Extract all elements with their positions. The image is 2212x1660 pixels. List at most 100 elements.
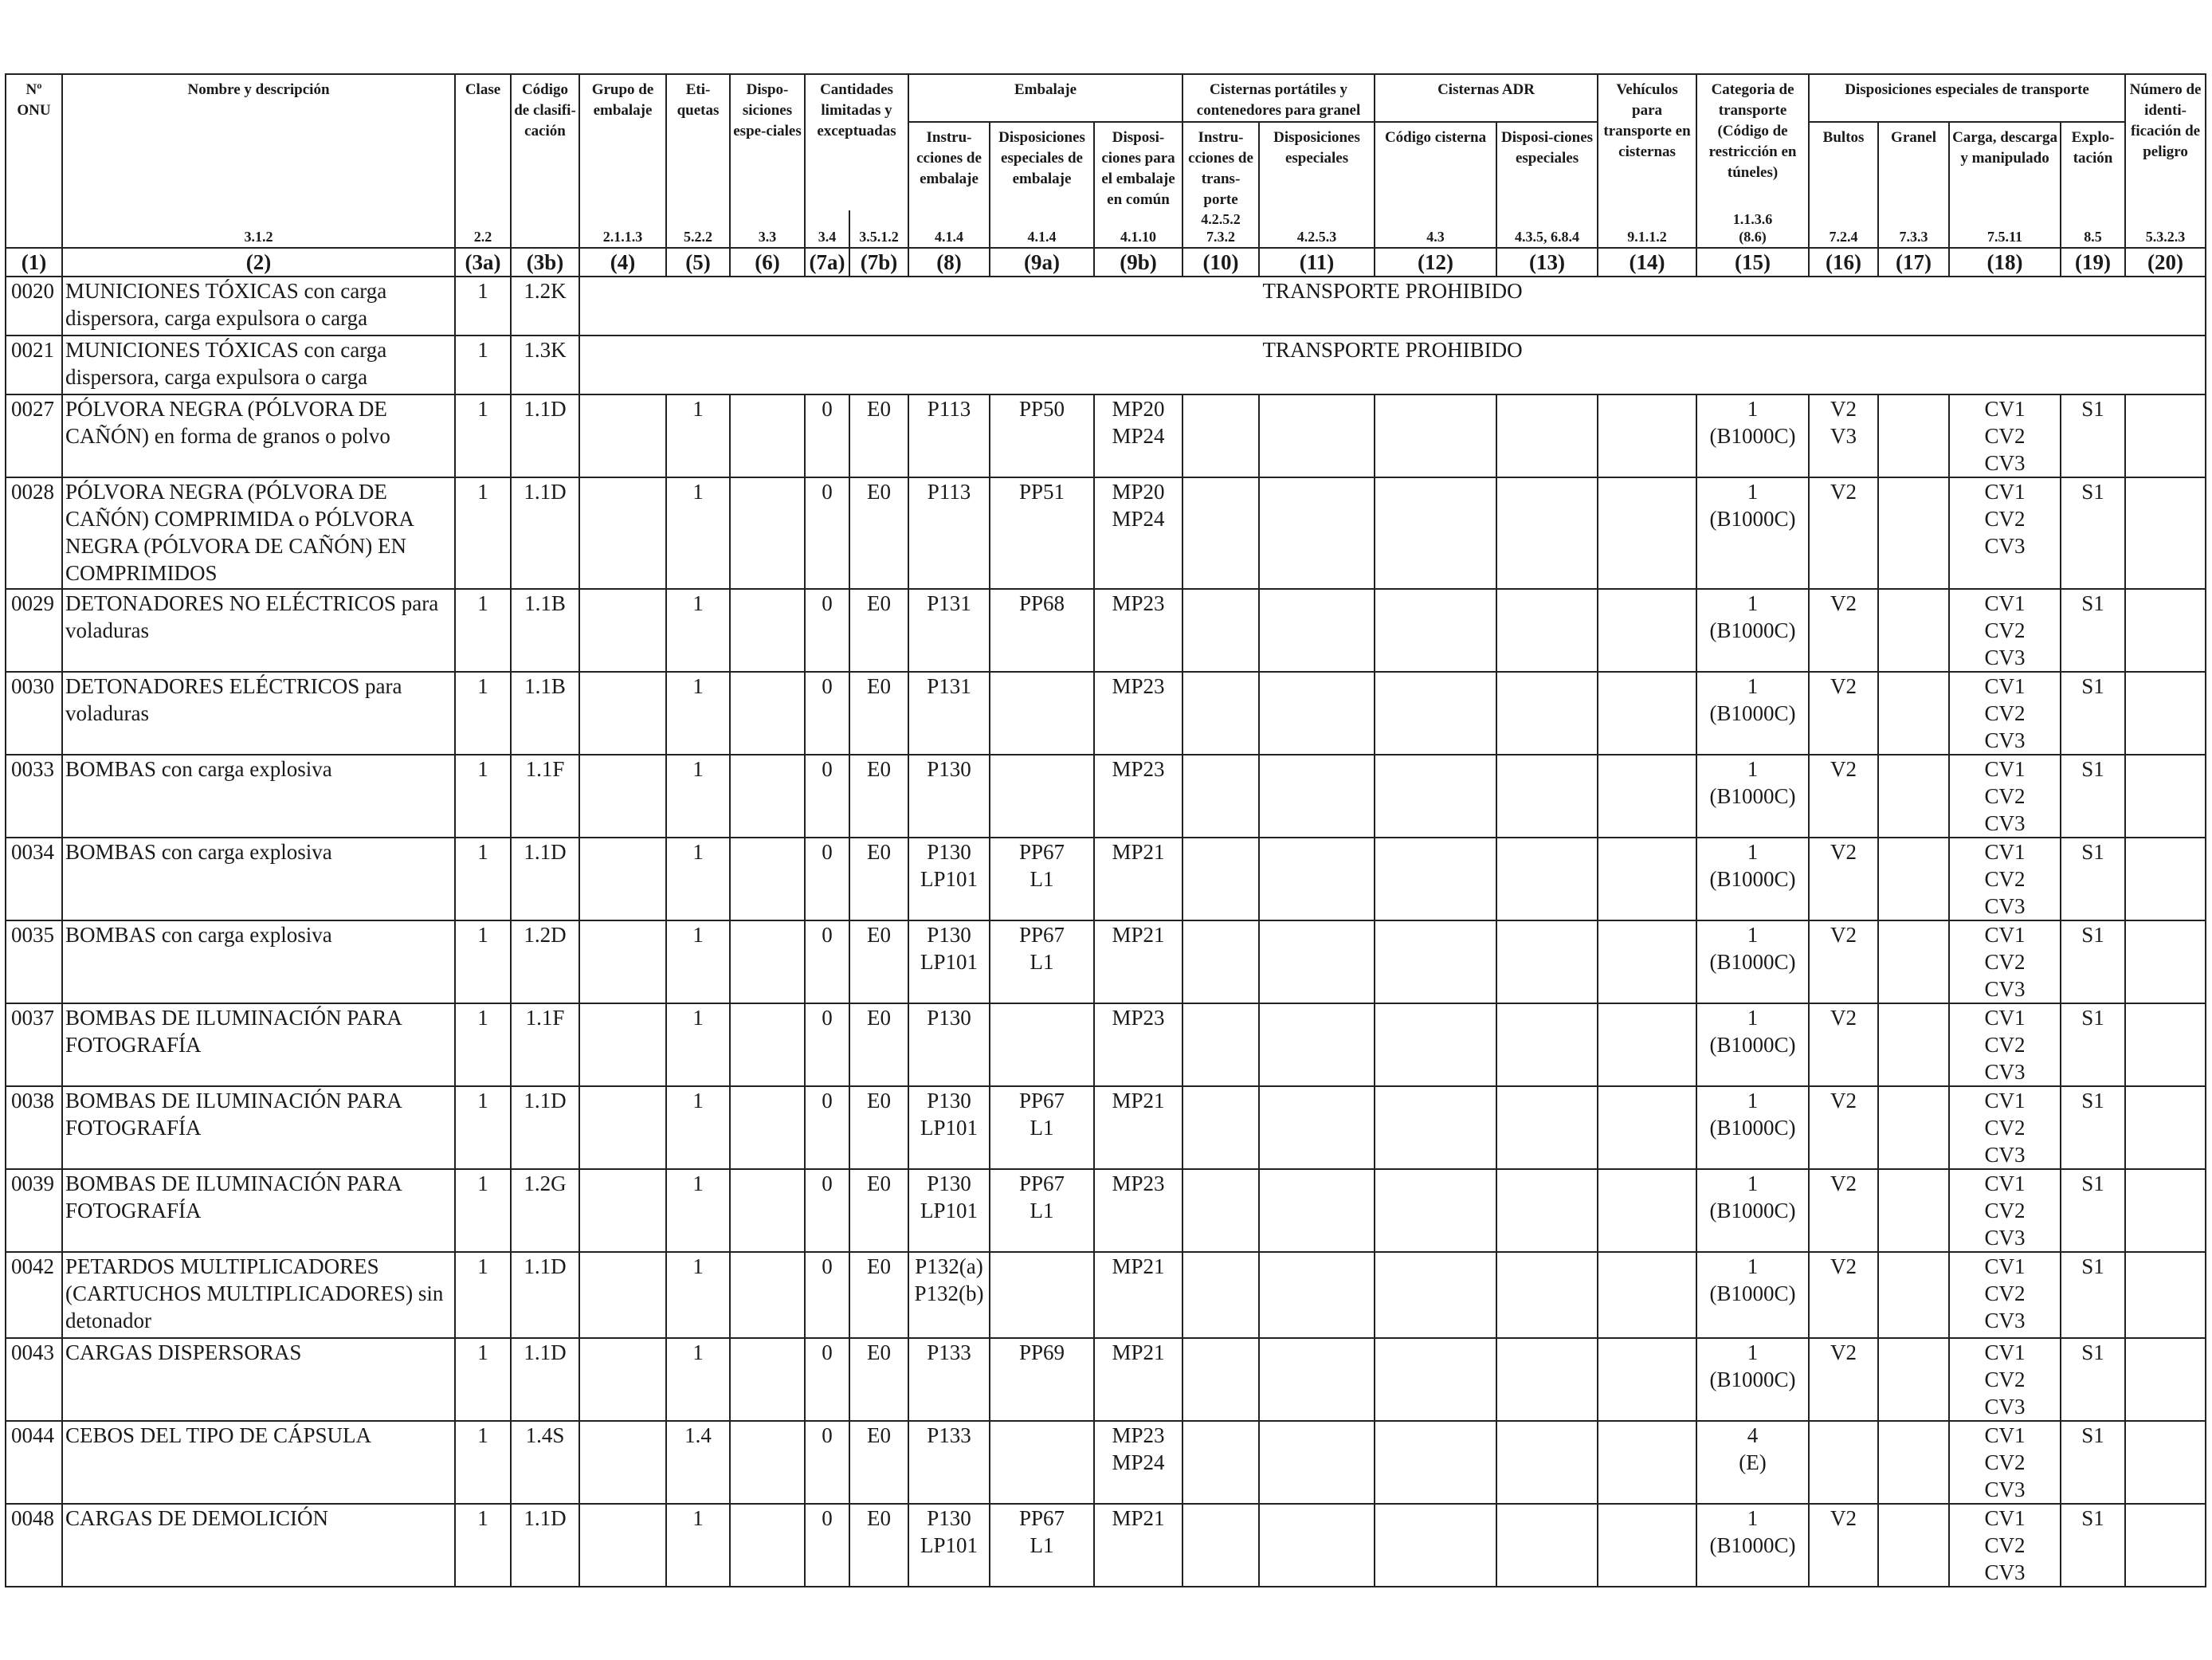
cell-c7b: E0	[849, 671, 909, 755]
cell-c19: S1	[2060, 477, 2127, 590]
clase-cell: 1	[454, 1420, 512, 1505]
table-row: 0048 CARGAS DE DEMOLICIÓN 1 1.1D 1 0 E0 P130 LP…	[5, 1503, 2207, 1587]
cell-c17	[1877, 1168, 1951, 1253]
codigo-cell: 1.1B	[510, 671, 580, 755]
cell-c7b: E0	[849, 1168, 909, 1253]
column-number-16: (14)	[1597, 247, 1698, 277]
header-categoria: Categoria de transporte (Código de restr…	[1696, 73, 1810, 210]
cell-c14	[1597, 920, 1698, 1004]
cell-grupo	[578, 1503, 667, 1587]
transport-prohibited: TRANSPORTE PROHIBIDO	[578, 335, 2207, 395]
cell-grupo	[578, 394, 667, 478]
cell-c11	[1258, 1420, 1376, 1505]
product-name: BOMBAS con carga explosiva	[61, 837, 456, 921]
cell-c17	[1877, 1003, 1951, 1087]
cell-c8: P130 LP101	[908, 1503, 990, 1587]
cell-c14	[1597, 1085, 1698, 1170]
cell-c14	[1597, 1503, 1698, 1587]
cell-c13	[1496, 1503, 1599, 1587]
cell-c18: CV1 CV2 CV3	[1948, 837, 2062, 921]
cell-c12	[1374, 1085, 1498, 1170]
header-dispo-especiales: Dispo-siciones espe-ciales	[729, 73, 806, 210]
cell-c11	[1258, 1085, 1376, 1170]
cell-c8: P130	[908, 754, 990, 838]
cell-c14	[1597, 1337, 1698, 1422]
table-row: 0030 DETONADORES ELÉCTRICOS para voladura…	[5, 671, 2207, 755]
header-cantidades: Cantidades limitadas y exceptuadas	[804, 73, 909, 210]
cell-c13	[1496, 1003, 1599, 1087]
cell-c18: CV1 CV2 CV3	[1948, 1337, 2062, 1422]
cell-c19: S1	[2060, 1251, 2127, 1339]
cell-c13	[1496, 1337, 1599, 1422]
cell-c7b: E0	[849, 1085, 909, 1170]
cell-dispo	[729, 920, 806, 1004]
cell-c16: V2	[1808, 920, 1880, 1004]
codigo-cell: 1.4S	[510, 1420, 580, 1505]
onu-number: 0039	[5, 1168, 63, 1253]
cell-c20	[2124, 920, 2207, 1004]
cell-c9a: PP67 L1	[989, 1168, 1095, 1253]
section-ref-17: 1.1.3.6 (8.6)	[1696, 210, 1810, 249]
cell-c18: CV1 CV2 CV3	[1948, 394, 2062, 478]
cell-c9a	[989, 1420, 1095, 1505]
cell-c7a: 0	[804, 1337, 850, 1422]
cell-c12	[1374, 837, 1498, 921]
section-ref-0	[5, 210, 63, 249]
codigo-cell: 1.1D	[510, 1085, 580, 1170]
cell-c14	[1597, 588, 1698, 673]
cell-c9a: PP67 L1	[989, 1503, 1095, 1587]
onu-number: 0020	[5, 276, 63, 336]
onu-number: 0035	[5, 920, 63, 1004]
cell-c9a: PP68	[989, 588, 1095, 673]
cell-grupo	[578, 1003, 667, 1087]
clase-cell: 1	[454, 588, 512, 673]
cell-c14	[1597, 837, 1698, 921]
cell-c20	[2124, 1085, 2207, 1170]
cell-c11	[1258, 1003, 1376, 1087]
header-row-sub: Instru-cciones de embalaje Disposiciones…	[6, 121, 2206, 210]
section-ref-12: 4.2.5.2 7.3.2	[1182, 210, 1261, 249]
cell-c12	[1374, 920, 1498, 1004]
clase-cell: 1	[454, 754, 512, 838]
header-onu: Nº ONU	[5, 73, 63, 210]
column-number-2: (3a)	[454, 247, 512, 277]
header-adr-disp-especiales: Disposi-ciones especiales	[1496, 121, 1599, 210]
cell-c9a: PP67 L1	[989, 1085, 1095, 1170]
cell-c10	[1182, 837, 1261, 921]
cell-etiquetas: 1	[665, 1085, 731, 1170]
cell-grupo	[578, 1420, 667, 1505]
codigo-cell: 1.2G	[510, 1168, 580, 1253]
cell-c20	[2124, 394, 2207, 478]
cell-c13	[1496, 1251, 1599, 1339]
clase-cell: 1	[454, 837, 512, 921]
table-row: 0035 BOMBAS con carga explosiva 1 1.2D 1 0 E0 P…	[5, 920, 2207, 1004]
column-number-4: (4)	[578, 247, 667, 277]
section-reference-row: 3.1.2 2.2 2.1.1.3 5.2.2 3.3 3.4 3.5.1.2 4.1.4 4.…	[5, 210, 2207, 249]
cell-c13	[1496, 671, 1599, 755]
clase-cell: 1	[454, 671, 512, 755]
header-embalaje: Embalaje	[907, 73, 1184, 123]
cell-c20	[2124, 1420, 2207, 1505]
product-name: MUNICIONES TÓXICAS con carga dispersora,…	[61, 276, 456, 336]
cell-c12	[1374, 671, 1498, 755]
header-clase: Clase	[454, 73, 512, 210]
column-number-19: (17)	[1877, 247, 1951, 277]
cell-c9b: MP20 MP24	[1092, 394, 1184, 478]
clase-cell: 1	[454, 920, 512, 1004]
cell-c12	[1374, 394, 1498, 478]
header-row-top: Nº ONU Nombre y descripción Clase Código…	[5, 73, 2207, 210]
onu-number: 0034	[5, 837, 63, 921]
cell-c9a: PP67 L1	[989, 837, 1095, 921]
header-numero-peligro: Número de identi-ficación de peligro	[2124, 73, 2207, 210]
cell-c15: 1 (B1000C)	[1696, 477, 1810, 590]
cell-c16: V2 V3	[1808, 394, 1880, 478]
product-name: CARGAS DISPERSORAS	[61, 1337, 456, 1422]
cell-c19: S1	[2060, 1003, 2127, 1087]
onu-number: 0038	[5, 1085, 63, 1170]
cell-c7a: 0	[804, 1503, 850, 1587]
cell-c11	[1258, 920, 1376, 1004]
cell-c9a: PP51	[989, 477, 1095, 590]
header-instr-transporte: Instru-cciones de trans-porte	[1182, 121, 1261, 210]
product-name: PÓLVORA NEGRA (PÓLVORA DE CAÑÓN) en form…	[61, 394, 456, 478]
section-ref-9: 4.1.4	[908, 210, 990, 249]
